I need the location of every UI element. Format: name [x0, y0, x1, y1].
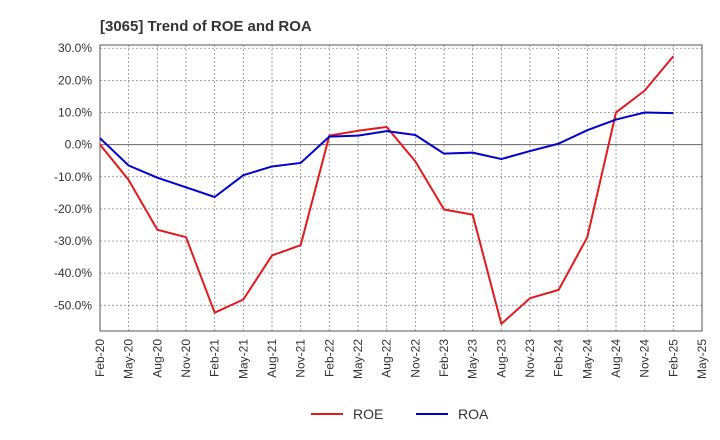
y-tick-label: 0.0% [65, 138, 93, 152]
x-tick-label: Aug-21 [265, 339, 279, 378]
x-tick-label: Feb-25 [666, 339, 680, 377]
x-tick-label: May-21 [236, 339, 250, 379]
x-tick-label: May-23 [466, 339, 480, 379]
x-tick-label: Aug-24 [609, 339, 623, 378]
y-tick-label: -20.0% [54, 202, 92, 216]
chart-title: [3065] Trend of ROE and ROA [100, 18, 312, 35]
grid [100, 45, 702, 331]
legend-label-roe: ROE [353, 406, 383, 422]
x-tick-label: Nov-21 [294, 339, 308, 378]
legend-label-roa: ROA [458, 406, 489, 422]
series-group [99, 55, 675, 325]
x-tick-label: May-25 [695, 339, 709, 379]
x-tick-label: Feb-24 [552, 339, 566, 377]
plot-border [99, 44, 703, 332]
x-tick-label: Nov-23 [523, 339, 537, 378]
x-tick-label: Feb-20 [93, 339, 107, 377]
y-tick-label: 10.0% [58, 105, 92, 119]
x-tick-label: Aug-23 [494, 339, 508, 378]
legend: ROE ROA [311, 406, 489, 422]
x-tick-label: May-22 [351, 339, 365, 379]
x-tick-label: Nov-22 [408, 339, 422, 378]
x-tick-label: May-24 [580, 339, 594, 379]
series-line-roa [99, 111, 674, 198]
plot-area [99, 44, 703, 332]
series-line-roe [99, 55, 675, 325]
y-tick-label: 20.0% [58, 73, 92, 87]
x-tick-label: Aug-22 [380, 339, 394, 378]
y-axis: 30.0% 20.0% 10.0% 0.0% -10.0% -20.0% -30.0% -40… [54, 41, 92, 312]
y-tick-label: 30.0% [58, 41, 92, 55]
y-tick-label: -30.0% [54, 234, 92, 248]
y-tick-label: -10.0% [54, 170, 92, 184]
x-tick-label: Feb-21 [208, 339, 222, 377]
y-tick-label: -50.0% [54, 298, 92, 312]
x-tick-label: Feb-23 [437, 339, 451, 377]
x-tick-label: Nov-24 [638, 339, 652, 378]
x-tick-label: Nov-20 [179, 339, 193, 378]
x-axis: Feb-20 May-20 Aug-20 Nov-20 Feb-21 May-21 Aug-… [93, 339, 709, 379]
x-tick-label: May-20 [122, 339, 136, 379]
y-tick-label: -40.0% [54, 266, 92, 280]
x-tick-label: Feb-22 [322, 339, 336, 377]
x-tick-label: Aug-20 [150, 339, 164, 378]
